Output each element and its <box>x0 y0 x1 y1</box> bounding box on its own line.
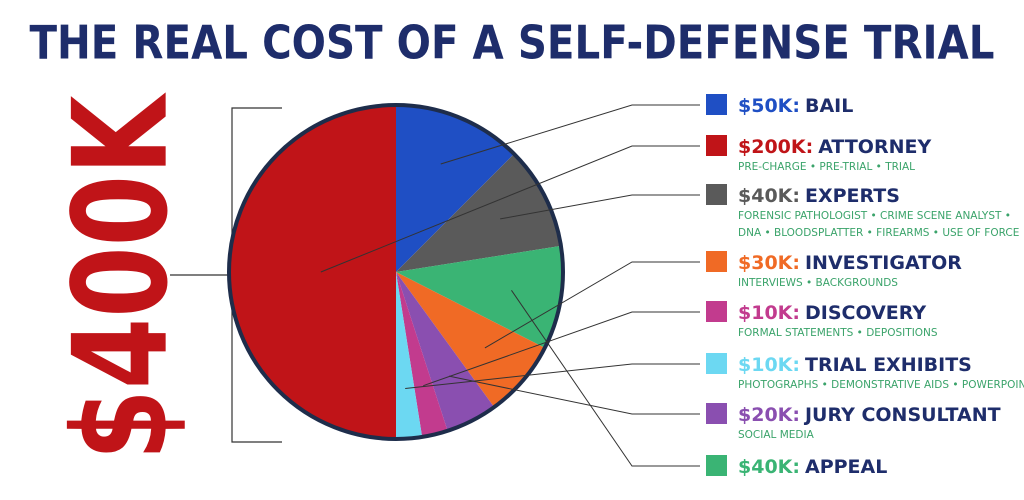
pie-slice <box>396 245 563 348</box>
leader-line <box>484 261 700 349</box>
legend-swatch <box>706 184 727 205</box>
legend-swatch <box>706 301 727 322</box>
legend-label: $20K: JURY CONSULTANT <box>738 404 1001 426</box>
legend-swatch <box>706 135 727 156</box>
legend-swatch <box>706 353 727 374</box>
legend-value: $30K: <box>738 252 800 274</box>
leader-line <box>423 311 700 387</box>
legend-value: $20K: <box>738 404 800 426</box>
legend-note: PHOTOGRAPHS • DEMONSTRATIVE AIDS • POWER… <box>738 379 1024 391</box>
legend-note: FORMAL STATEMENTS • DEPOSITIONS <box>738 327 938 339</box>
total-label: $400K <box>45 92 197 460</box>
pie-slice <box>396 272 423 440</box>
pie-border <box>227 103 565 441</box>
pie-slice <box>396 272 448 437</box>
legend-swatch <box>706 455 727 476</box>
legend-note: INTERVIEWS • BACKGROUNDS <box>738 277 898 289</box>
legend-value: $10K: <box>738 354 800 376</box>
legend-value: $200K: <box>738 136 813 158</box>
legend-value: $50K: <box>738 95 800 117</box>
legend-value: $40K: <box>738 185 800 207</box>
pie-slice <box>396 272 495 431</box>
legend-label: $10K: DISCOVERY <box>738 302 926 324</box>
legend-note: PRE-CHARGE • PRE-TRIAL • TRIAL <box>738 161 915 173</box>
legend-note: SOCIAL MEDIA <box>738 429 815 441</box>
legend-name: INVESTIGATOR <box>805 252 962 274</box>
pie-slice <box>396 105 515 272</box>
legend-swatch <box>706 251 727 272</box>
legend-label: $40K: APPEAL <box>738 456 887 478</box>
legend-value: $40K: <box>738 456 800 478</box>
legend-name: TRIAL EXHIBITS <box>805 354 972 376</box>
legend-name: EXPERTS <box>805 185 900 207</box>
chart-title: THE REAL COST OF A SELF-DEFENSE TRIAL <box>30 16 995 70</box>
legend-swatch <box>706 403 727 424</box>
legend-name: ATTORNEY <box>818 136 931 158</box>
legend-swatch <box>706 94 727 115</box>
pie-slice <box>229 105 396 439</box>
leader-line <box>440 104 700 165</box>
legend-value: $10K: <box>738 302 800 324</box>
pie-slice <box>396 272 545 408</box>
legend-name: APPEAL <box>805 456 887 478</box>
leader-line <box>405 363 700 390</box>
leader-line <box>448 375 700 415</box>
legend-name: DISCOVERY <box>805 302 926 324</box>
legend-label: $40K: EXPERTS <box>738 185 900 207</box>
legend-label: $10K: TRIAL EXHIBITS <box>738 354 972 376</box>
legend-label: $200K: ATTORNEY <box>738 136 931 158</box>
legend-note: FORENSIC PATHOLOGIST • CRIME SCENE ANALY… <box>738 210 1011 222</box>
leader-line <box>500 194 700 220</box>
legend-name: BAIL <box>805 95 853 117</box>
leader-line <box>320 145 700 273</box>
legend-label: $30K: INVESTIGATOR <box>738 252 962 274</box>
pie-slice <box>396 153 561 272</box>
legend-note: DNA • BLOODSPLATTER • FIREARMS • USE OF … <box>738 227 1019 239</box>
leader-line <box>511 290 700 467</box>
legend-label: $50K: BAIL <box>738 95 853 117</box>
legend-name: JURY CONSULTANT <box>803 404 1001 426</box>
